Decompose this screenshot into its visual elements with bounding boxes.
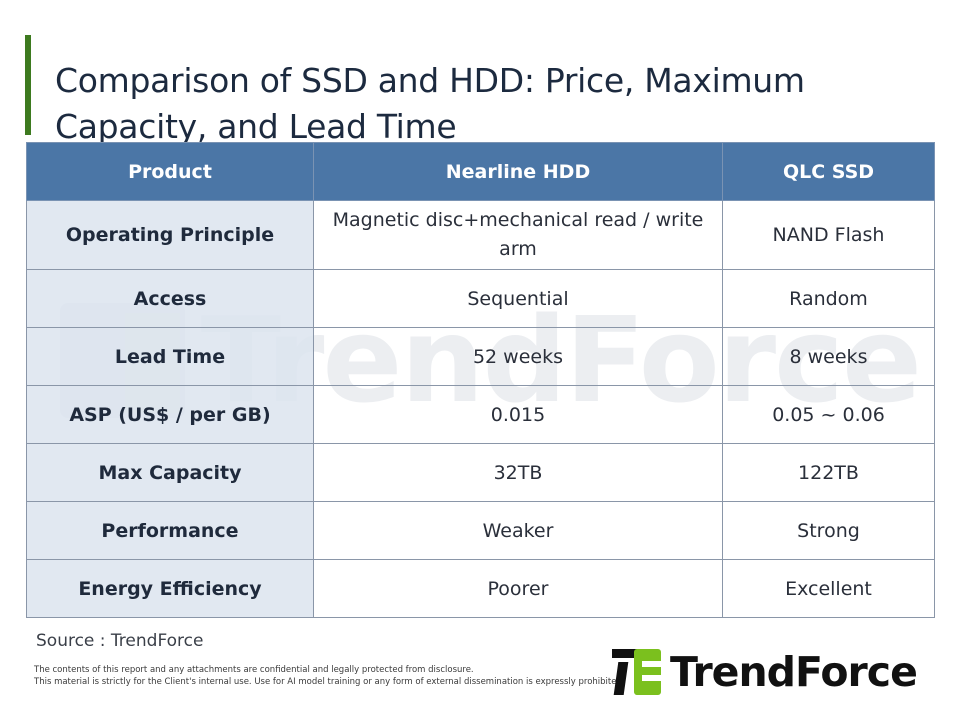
header-product: Product (26, 142, 314, 201)
ssd-cell: Strong (722, 501, 935, 560)
disclaimer: The contents of this report and any atta… (34, 664, 625, 688)
header-nearline-hdd: Nearline HDD (313, 142, 723, 201)
hdd-cell: 0.015 (313, 385, 723, 444)
ssd-cell: 8 weeks (722, 327, 935, 386)
row-label: Energy Efficiency (26, 559, 314, 618)
table-row: Energy Efficiency Poorer Excellent (26, 559, 935, 618)
hdd-cell: 52 weeks (313, 327, 723, 386)
ssd-cell: Random (722, 269, 935, 328)
ssd-cell: NAND Flash (722, 200, 935, 270)
source-note: Source : TrendForce (36, 631, 204, 651)
table-row: ASP (US$ / per GB) 0.015 0.05 ~ 0.06 (26, 385, 935, 444)
table-header-row: Product Nearline HDD QLC SSD (26, 142, 935, 201)
title-accent-bar (25, 35, 31, 135)
hdd-cell: Sequential (313, 269, 723, 328)
table-row: Access Sequential Random (26, 269, 935, 328)
row-label: Max Capacity (26, 443, 314, 502)
trendforce-logo: TrendForce (612, 648, 918, 696)
ssd-cell: Excellent (722, 559, 935, 618)
hdd-cell: 32TB (313, 443, 723, 502)
row-label: Operating Principle (26, 200, 314, 270)
row-label: ASP (US$ / per GB) (26, 385, 314, 444)
trendforce-logo-icon (612, 649, 662, 695)
row-label: Performance (26, 501, 314, 560)
header-qlc-ssd: QLC SSD (722, 142, 935, 201)
ssd-cell: 122TB (722, 443, 935, 502)
page-title: Comparison of SSD and HDD: Price, Maximu… (55, 61, 805, 147)
table-row: Lead Time 52 weeks 8 weeks (26, 327, 935, 386)
hdd-cell: Magnetic disc+mechanical read / write ar… (313, 200, 723, 270)
table-row: Performance Weaker Strong (26, 501, 935, 560)
comparison-table: Product Nearline HDD QLC SSD Operating P… (26, 142, 935, 618)
row-label: Lead Time (26, 327, 314, 386)
row-label: Access (26, 269, 314, 328)
logo-text: TrendForce (670, 648, 918, 696)
hdd-cell: Poorer (313, 559, 723, 618)
disclaimer-line-1: The contents of this report and any atta… (34, 665, 474, 675)
hdd-cell: Weaker (313, 501, 723, 560)
disclaimer-line-2: This material is strictly for the Client… (34, 677, 625, 687)
table-row: Max Capacity 32TB 122TB (26, 443, 935, 502)
table-row: Operating Principle Magnetic disc+mechan… (26, 200, 935, 270)
ssd-cell: 0.05 ~ 0.06 (722, 385, 935, 444)
